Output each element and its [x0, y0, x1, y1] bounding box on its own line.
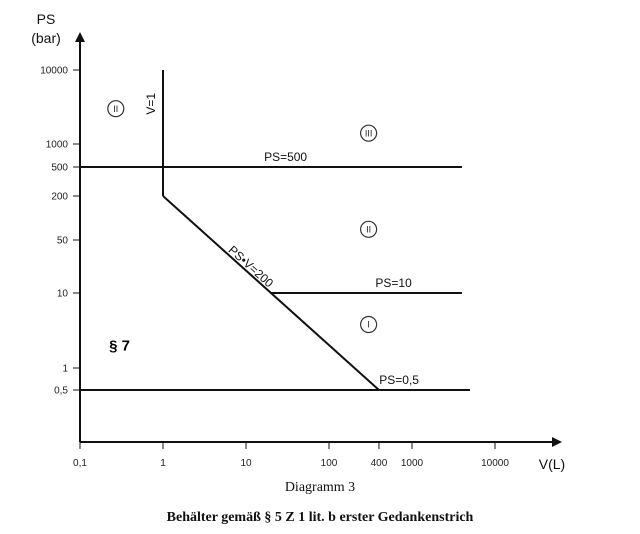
- y-tick-label: 0,5: [54, 386, 68, 397]
- x-tick-label: 10000: [481, 458, 509, 469]
- y-tick-label: 10: [57, 289, 69, 300]
- section-annotation: § 7: [109, 337, 130, 354]
- x-tick-label: 1000: [401, 458, 424, 469]
- region-label: II: [113, 104, 118, 114]
- region-marker: [360, 315, 378, 334]
- x-tick-label: 1: [160, 458, 166, 469]
- y-tick-label: 500: [51, 163, 68, 174]
- series-label: PS=0,5: [379, 373, 419, 387]
- x-tick-label: 10: [240, 458, 252, 469]
- y-tick-label: 200: [51, 192, 68, 203]
- chart: 0,1 1 10 100 400 1000 10000 0,5 1 10 50 200 500 1000…: [31, 11, 565, 472]
- figure-title: Behälter gemäß § 5 Z 1 lit. b erster Ged…: [166, 510, 474, 525]
- region-label: II: [366, 225, 371, 235]
- y-axis-label: PS: [37, 11, 56, 27]
- x-axis-label: V(L): [539, 456, 565, 472]
- series-label: V=1: [144, 93, 158, 115]
- y-tick-label: 1: [62, 364, 68, 375]
- region-marker: [360, 124, 378, 142]
- region-marker: [107, 100, 125, 118]
- figure-caption: Diagramm 3: [284, 480, 356, 495]
- series-label: PS=10: [375, 276, 412, 290]
- series-line-2: [162, 195, 380, 391]
- region-label: III: [365, 128, 373, 138]
- y-tick-label: 10000: [40, 66, 68, 77]
- y-tick-label: 1000: [46, 140, 69, 151]
- y-axis-unit-label: (bar): [31, 30, 61, 46]
- series-label: PS•V=200: [226, 243, 277, 291]
- x-tick-label: 0,1: [73, 458, 87, 469]
- region-label: I: [367, 320, 370, 330]
- series-label: PS=500: [264, 150, 307, 164]
- region-marker: [360, 220, 378, 238]
- x-tick-label: 100: [321, 458, 338, 469]
- x-tick-label: 400: [371, 458, 388, 469]
- y-tick-label: 50: [57, 236, 69, 247]
